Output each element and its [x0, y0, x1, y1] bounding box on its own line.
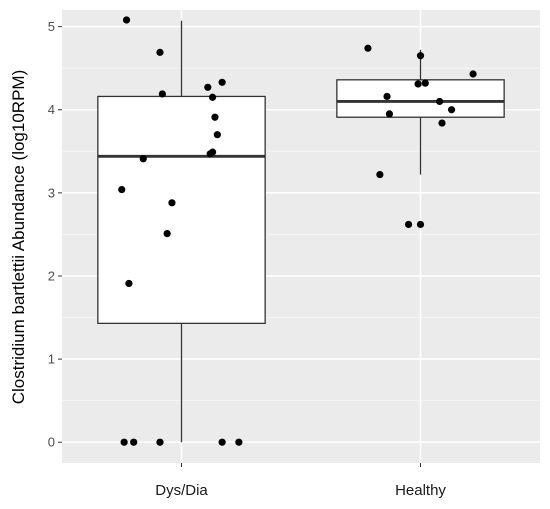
data-point: [364, 44, 372, 52]
data-point: [421, 79, 429, 87]
data-point: [158, 90, 166, 98]
data-point: [218, 438, 226, 446]
data-point: [156, 438, 164, 446]
data-point: [213, 131, 221, 139]
y-axis: 0 1 2 3 4 5: [48, 19, 62, 450]
y-tick-label: 4: [48, 102, 55, 117]
box-0: [97, 20, 266, 443]
data-point: [404, 220, 413, 229]
data-point: [469, 70, 477, 78]
x-tick-label: Dys/Dia: [155, 482, 208, 499]
y-axis-title: Clostridium bartlettii Abundance (log10R…: [9, 70, 28, 405]
data-point: [436, 97, 444, 106]
data-point: [218, 78, 226, 86]
x-tick-label: Healthy: [395, 482, 446, 499]
data-point: [156, 48, 164, 56]
box-iqr: [97, 95, 266, 325]
data-point: [235, 438, 243, 446]
data-point: [139, 155, 147, 163]
data-point: [416, 52, 425, 60]
data-point: [438, 119, 446, 127]
data-point: [208, 93, 217, 101]
y-tick-label: 3: [48, 185, 55, 200]
data-point: [385, 110, 394, 118]
data-point: [447, 106, 456, 114]
data-point: [168, 199, 176, 207]
data-point: [208, 148, 217, 156]
data-point: [122, 16, 131, 24]
data-point: [211, 113, 219, 121]
data-point: [130, 438, 138, 446]
data-point: [376, 170, 384, 179]
y-tick-label: 5: [48, 19, 55, 34]
data-point: [416, 220, 425, 229]
data-point: [204, 83, 212, 91]
data-point: [120, 438, 128, 446]
data-points: [118, 16, 477, 446]
data-point: [118, 185, 126, 194]
data-point: [414, 80, 422, 88]
data-point: [125, 279, 133, 288]
y-tick-label: 2: [48, 268, 55, 283]
data-point: [163, 229, 171, 238]
y-tick-label: 1: [48, 352, 55, 367]
data-point: [383, 92, 391, 101]
x-axis: Dys/Dia Healthy: [155, 463, 446, 499]
y-tick-label: 0: [48, 435, 55, 450]
